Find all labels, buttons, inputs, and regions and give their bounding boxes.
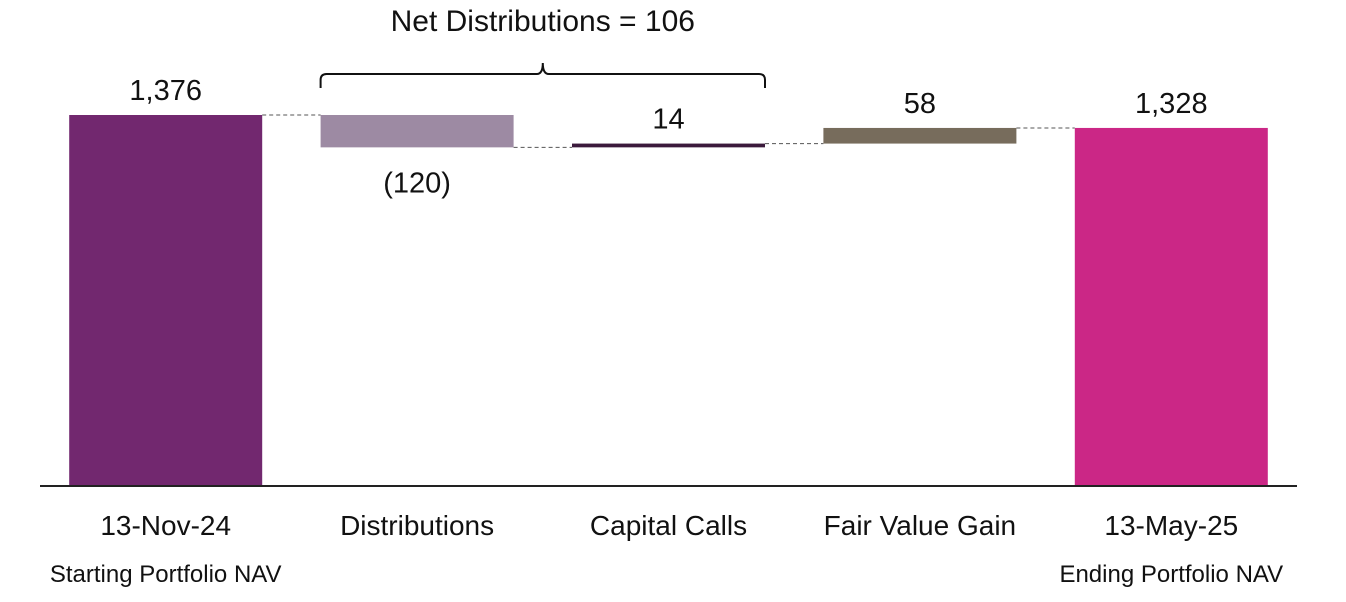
bar-distributions	[320, 115, 514, 148]
bar-13-may-25	[1074, 127, 1268, 486]
value-label: 1,328	[1135, 88, 1208, 120]
bars	[69, 115, 1268, 486]
category-label: Distributions	[340, 510, 494, 541]
net-distributions-annotation: Net Distributions = 106	[319, 5, 766, 88]
value-label: 14	[652, 104, 684, 136]
value-label: (120)	[383, 167, 451, 199]
connector-lines	[262, 114, 1075, 148]
category-label: Capital Calls	[590, 510, 747, 541]
bar-fair-value-gain	[823, 127, 1017, 144]
category-label: 13-Nov-24	[100, 510, 231, 541]
value-labels: 1,376 (120) 14 58 1,328	[129, 75, 1207, 199]
annotation-text: Net Distributions = 106	[391, 5, 695, 38]
bar-capital-calls	[572, 143, 765, 148]
category-label: Fair Value Gain	[824, 510, 1016, 541]
value-label: 1,376	[129, 75, 202, 107]
category-sublabel: Starting Portfolio NAV	[50, 561, 282, 588]
annotation-brace	[319, 62, 766, 88]
category-sublabel: Ending Portfolio NAV	[1059, 561, 1283, 588]
category-labels: 13-Nov-24 Starting Portfolio NAV Distribut…	[50, 510, 1283, 588]
category-label: 13-May-25	[1104, 510, 1238, 541]
bar-13-nov-24	[69, 115, 263, 486]
value-label: 58	[904, 88, 936, 120]
